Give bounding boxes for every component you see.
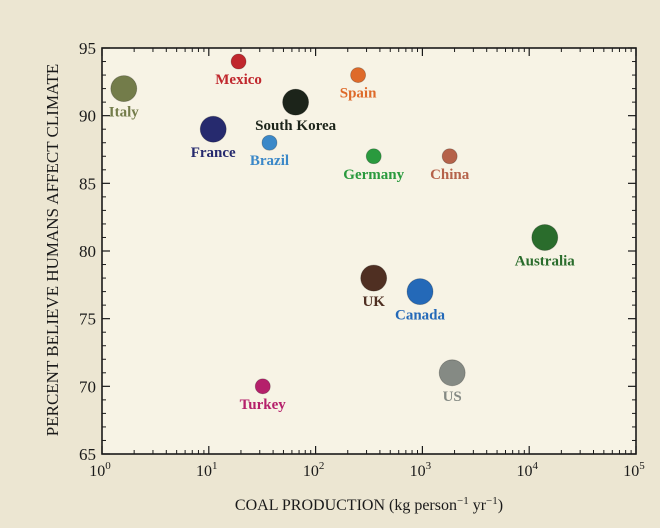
x-axis-label-mid: yr xyxy=(469,497,487,514)
x-axis-label-sup2: −1 xyxy=(486,495,498,507)
x-axis-label: COAL PRODUCTION (kg person−1 yr−1) xyxy=(235,495,503,514)
x-tick-base: 10 xyxy=(196,463,212,480)
point-label-turkey: Turkey xyxy=(240,397,287,413)
x-tick-exponent: 2 xyxy=(319,460,325,472)
point-label-us: US xyxy=(443,389,462,405)
y-tick-label: 95 xyxy=(79,39,96,58)
point-south-korea xyxy=(282,88,310,116)
point-label-uk: UK xyxy=(362,294,385,310)
point-france xyxy=(199,115,227,143)
x-tick-label: 101 xyxy=(196,460,218,480)
point-label-spain: Spain xyxy=(340,86,377,102)
x-tick-exponent: 3 xyxy=(426,460,432,472)
point-us xyxy=(438,359,466,387)
point-label-south-korea: South Korea xyxy=(255,118,336,134)
y-tick-label: 80 xyxy=(79,242,96,261)
x-tick-base: 10 xyxy=(89,463,105,480)
point-label-mexico: Mexico xyxy=(215,72,262,88)
x-tick-base: 10 xyxy=(410,463,426,480)
x-tick-label: 102 xyxy=(303,460,325,480)
x-tick-base: 10 xyxy=(303,463,319,480)
x-axis-label-sup1: −1 xyxy=(457,495,469,507)
x-tick-exponent: 0 xyxy=(105,460,111,472)
x-tick-exponent: 4 xyxy=(532,460,538,472)
point-label-germany: Germany xyxy=(343,167,404,183)
x-tick-exponent: 5 xyxy=(639,460,645,472)
point-spain xyxy=(350,67,367,83)
point-label-australia: Australia xyxy=(515,253,576,269)
point-label-france: France xyxy=(191,145,236,161)
point-canada xyxy=(406,278,434,306)
x-tick-label: 103 xyxy=(410,460,432,480)
point-label-china: China xyxy=(430,167,470,183)
y-axis-label: PERCENT BELIEVE HUMANS AFFECT CLIMATE xyxy=(43,64,62,436)
point-australia xyxy=(531,224,559,251)
point-germany xyxy=(365,148,382,165)
y-tick-label: 70 xyxy=(79,377,96,396)
y-tick-label: 65 xyxy=(79,445,96,464)
x-axis-label-main: COAL PRODUCTION (kg person xyxy=(235,497,457,514)
x-tick-base: 10 xyxy=(516,463,532,480)
y-tick-label: 90 xyxy=(79,107,96,126)
x-axis-label-end: ) xyxy=(498,497,503,514)
point-turkey xyxy=(254,378,271,395)
y-tick-label: 75 xyxy=(79,310,96,329)
x-tick-label: 100 xyxy=(89,460,111,480)
point-label-brazil: Brazil xyxy=(250,153,289,169)
x-tick-exponent: 1 xyxy=(212,460,218,472)
x-tick-base: 10 xyxy=(623,463,639,480)
point-brazil xyxy=(261,134,278,151)
point-china xyxy=(441,148,458,165)
point-label-italy: Italy xyxy=(109,105,140,121)
plot-background xyxy=(102,48,636,454)
point-mexico xyxy=(230,53,247,70)
x-tick-label: 105 xyxy=(623,460,645,480)
x-tick-label: 104 xyxy=(516,460,538,480)
point-uk xyxy=(360,264,388,292)
point-italy xyxy=(110,75,138,102)
point-label-canada: Canada xyxy=(395,308,446,324)
y-tick-label: 85 xyxy=(79,174,96,193)
